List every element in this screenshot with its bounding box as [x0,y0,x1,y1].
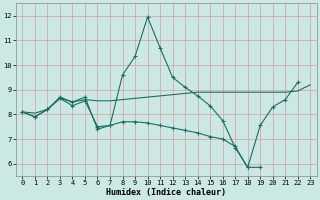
X-axis label: Humidex (Indice chaleur): Humidex (Indice chaleur) [106,188,226,197]
